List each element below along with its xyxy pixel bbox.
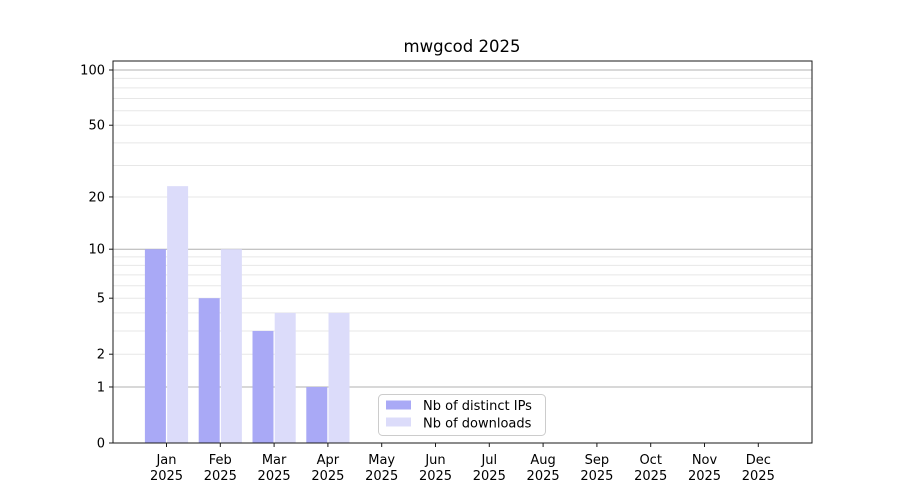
bars-layer — [144, 186, 350, 444]
bar-distinct-ips-feb — [198, 298, 220, 443]
bar-downloads-jan — [167, 186, 189, 444]
x-tick-label-sep: Sep — [585, 453, 610, 468]
bar-downloads-feb — [220, 249, 242, 443]
x-tick-label-apr: Apr — [317, 453, 340, 468]
x-tick-year-apr: 2025 — [311, 469, 344, 484]
y-tick-label-100: 100 — [80, 64, 105, 79]
legend-label-distinct-ips: Nb of distinct IPs — [423, 399, 532, 414]
x-tick-year-nov: 2025 — [688, 469, 721, 484]
bar-distinct-ips-apr — [306, 386, 328, 443]
x-tick-year-jun: 2025 — [419, 469, 452, 484]
x-tick-year-may: 2025 — [365, 469, 398, 484]
x-tick-year-mar: 2025 — [258, 469, 291, 484]
x-tick-label-aug: Aug — [530, 453, 555, 468]
x-tick-year-oct: 2025 — [634, 469, 667, 484]
y-tick-label-0: 0 — [97, 437, 105, 452]
x-tick-year-jan: 2025 — [150, 469, 183, 484]
x-tick-label-oct: Oct — [639, 453, 661, 468]
legend-box — [378, 394, 546, 436]
legend: Nb of distinct IPs Nb of downloads — [378, 394, 546, 436]
plot-border — [112, 60, 813, 444]
bar-downloads-apr — [328, 312, 350, 443]
legend-swatch-downloads — [386, 417, 411, 427]
x-tick-label-dec: Dec — [746, 453, 771, 468]
x-tick-label-feb: Feb — [209, 453, 232, 468]
bar-downloads-mar — [274, 312, 296, 443]
x-tick-label-jun: Jun — [424, 453, 445, 468]
y-tick-label-1: 1 — [97, 380, 105, 395]
x-tick-year-jul: 2025 — [473, 469, 506, 484]
frame-layer — [112, 60, 813, 444]
x-tick-year-aug: 2025 — [527, 469, 560, 484]
y-tick-label-10: 10 — [88, 243, 105, 258]
x-tick-label-nov: Nov — [692, 453, 718, 468]
x-tick-year-sep: 2025 — [580, 469, 613, 484]
legend-label-downloads: Nb of downloads — [423, 417, 532, 432]
bar-distinct-ips-mar — [252, 330, 274, 443]
axes-layer: 0125102050100Jan2025Feb2025Mar2025Apr202… — [80, 64, 775, 485]
x-tick-label-jul: Jul — [480, 453, 497, 468]
y-tick-label-2: 2 — [97, 348, 105, 363]
bar-distinct-ips-jan — [144, 249, 166, 443]
x-tick-label-mar: Mar — [262, 453, 287, 468]
y-tick-label-20: 20 — [88, 190, 105, 205]
x-tick-label-jan: Jan — [155, 453, 176, 468]
x-tick-label-may: May — [368, 453, 395, 468]
x-tick-year-feb: 2025 — [204, 469, 237, 484]
legend-swatch-distinct-ips — [386, 400, 411, 410]
chart-title: mwgcod 2025 — [404, 37, 521, 56]
y-tick-label-50: 50 — [88, 119, 105, 134]
y-tick-label-5: 5 — [97, 292, 105, 307]
x-tick-year-dec: 2025 — [742, 469, 775, 484]
